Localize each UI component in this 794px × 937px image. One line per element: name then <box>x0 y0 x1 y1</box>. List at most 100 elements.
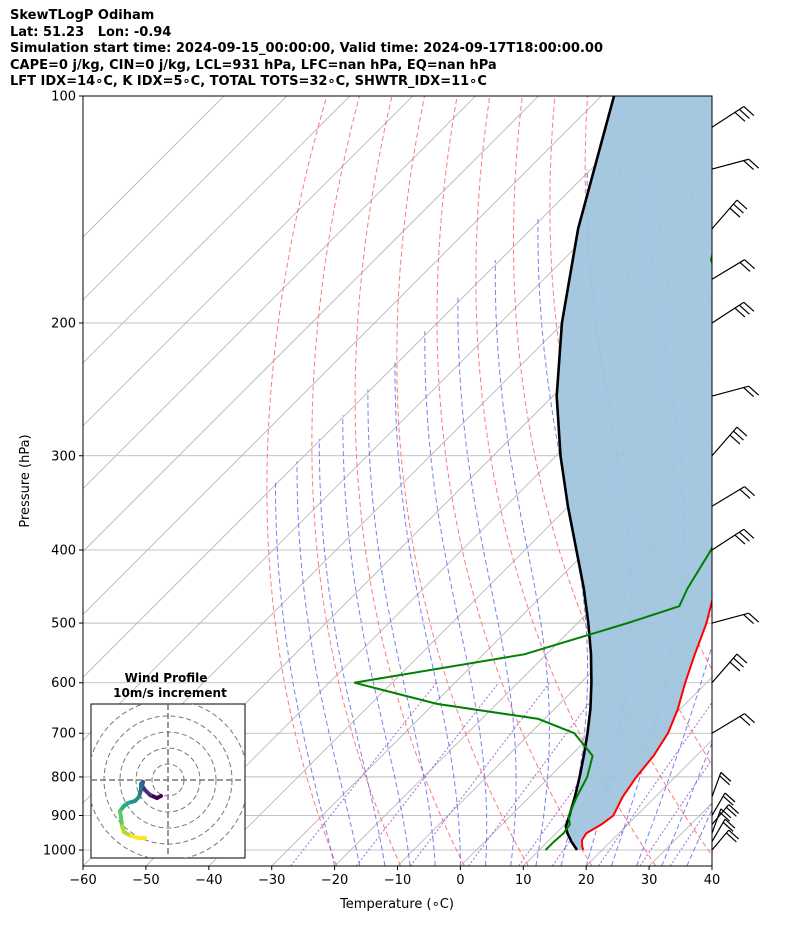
mixing-ratio-line <box>639 758 712 866</box>
mixing-ratio-line <box>409 682 550 866</box>
wind-barb-flag <box>748 385 760 396</box>
dry-adiabat-line <box>436 96 593 866</box>
y-axis-title: Pressure (hPa) <box>18 434 33 527</box>
wind-barb-flag <box>725 806 737 817</box>
wind-barb-staff <box>711 713 745 734</box>
wind-barb <box>711 158 760 171</box>
wind-barb-staff <box>711 804 730 825</box>
wind-barb-flag <box>729 434 741 445</box>
wind-barb-staff <box>711 486 745 507</box>
wind-barb-staff <box>711 808 722 834</box>
wind-barb-staff <box>711 772 722 798</box>
wind-barb-flag <box>736 653 748 664</box>
wind-barb-flag <box>734 111 746 122</box>
x-tick-label: −20 <box>321 873 348 888</box>
moist-adiabat-line <box>494 260 550 866</box>
profile-layer <box>354 96 712 851</box>
hodograph-subtitle: 10m/s increment <box>113 686 227 700</box>
x-tick-label: 10 <box>515 873 532 888</box>
wind-barb <box>711 818 736 843</box>
wind-barb-flag <box>734 307 746 318</box>
cin-fill-area <box>556 96 712 850</box>
y-tick-label: 700 <box>51 727 76 742</box>
dry-adiabat-line <box>750 96 794 866</box>
parcel-profile-line <box>555 96 616 851</box>
wind-barb-staff <box>711 199 738 230</box>
dry-adiabat-line <box>783 96 794 866</box>
wind-barb-flag <box>739 304 750 315</box>
isotherm-line <box>83 96 539 553</box>
wind-barb-flag <box>739 488 751 499</box>
wind-barb-flag <box>743 160 754 171</box>
wind-barb <box>711 486 755 507</box>
wind-barb-staff <box>711 829 730 851</box>
moist-adiabat-line <box>636 643 712 866</box>
wind-barb <box>711 426 748 457</box>
wind-barb-staff <box>711 158 749 170</box>
wind-barb <box>711 804 740 825</box>
wind-barb-flag <box>729 661 741 672</box>
wind-barb-flag <box>729 207 741 218</box>
y-tick-label: 800 <box>51 770 76 785</box>
hodograph-plot <box>91 704 245 858</box>
moist-adiabat-line <box>424 331 488 866</box>
wind-barb-flag <box>748 612 760 623</box>
wind-barb <box>711 829 740 851</box>
wind-barb-flag <box>744 259 755 270</box>
wind-barb-flag <box>739 261 751 272</box>
moist-adiabat-line <box>367 389 436 866</box>
wind-barb-flag <box>743 528 755 539</box>
moist-adiabat-line <box>686 808 712 866</box>
isotherm-line <box>145 299 712 866</box>
y-tick-label: 600 <box>51 676 76 691</box>
isotherm-line <box>83 96 413 427</box>
wind-barb-staff <box>711 818 726 843</box>
wind-barb-flag <box>739 108 750 119</box>
y-tick-label: 200 <box>51 316 76 331</box>
wind-barb-flag <box>725 832 737 843</box>
wind-barb <box>711 199 748 230</box>
wind-barb <box>711 771 732 798</box>
wind-barb <box>711 301 755 324</box>
moist-adiabat-line <box>275 482 336 866</box>
wind-barb <box>711 385 760 398</box>
wind-barb-flag <box>734 534 746 545</box>
axes-layer: −60 −50 −40 −30 −20 −10 0 10 20 30 40 100 200 300 400 5… <box>43 90 720 889</box>
mixing-ratio-line <box>290 682 437 866</box>
x-tick-label: −30 <box>258 873 285 888</box>
x-tick-label: 0 <box>456 873 464 888</box>
wind-barb-staff <box>711 301 745 324</box>
wind-barb-flag <box>720 771 732 782</box>
wind-barb-flag <box>719 775 731 786</box>
isotherm-line <box>334 488 712 866</box>
wind-barb-flag <box>733 203 744 214</box>
hodograph-title: Wind Profile <box>125 671 208 685</box>
dry-adiabat-line <box>718 96 794 866</box>
wind-barbs <box>711 106 760 851</box>
moist-adiabat-line <box>318 439 386 866</box>
wind-barb <box>711 528 755 551</box>
y-tick-label: 100 <box>51 90 76 105</box>
wind-barb-staff <box>711 385 749 397</box>
wind-barb-staff <box>711 259 745 280</box>
chart-header: SkewTLogP Odiham Lat: 51.23 Lon: -0.94 S… <box>10 8 603 91</box>
isotherm-line <box>83 96 602 615</box>
chart-title: SkewTLogP Odiham <box>10 8 155 23</box>
stability-indices-line-2: LFT IDX=14∘C, K IDX=5∘C, TOTAL TOTS=32∘C… <box>10 74 487 90</box>
isotherm-line <box>83 96 225 238</box>
isotherm-line <box>83 96 665 678</box>
x-tick-label: −10 <box>384 873 411 888</box>
wind-barb-staff <box>711 426 738 457</box>
simulation-time-line: Simulation start time: 2024-09-15_00:00:… <box>10 41 603 57</box>
wind-barb-staff <box>711 653 738 684</box>
temperature-profile-line <box>580 597 712 851</box>
isotherm-line <box>83 96 476 490</box>
moist-adiabat-line <box>342 415 411 866</box>
dry-adiabat-line <box>396 96 529 866</box>
isotherm-line <box>397 550 712 866</box>
wind-barb-flag <box>743 106 755 116</box>
y-tick-label: 1000 <box>43 844 76 859</box>
wind-barb-flag <box>722 795 734 806</box>
wind-barb-flag <box>748 158 760 169</box>
